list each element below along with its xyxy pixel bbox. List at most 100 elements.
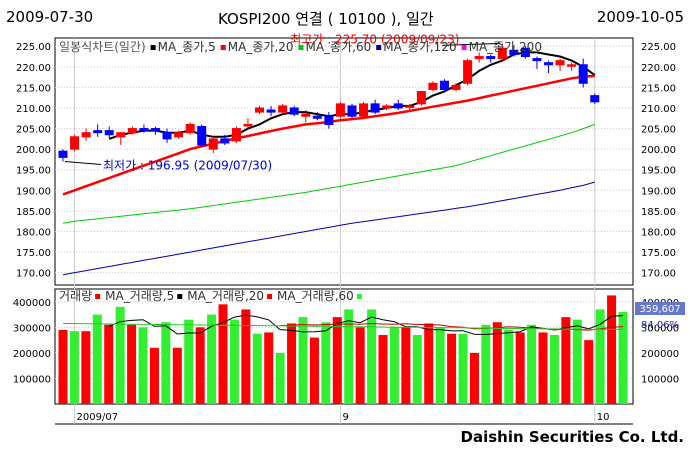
volume-bar <box>58 329 68 404</box>
volume-legend-item: MA_거래량,5 <box>105 289 174 303</box>
volume-bar <box>595 309 605 404</box>
volume-bar <box>458 333 468 404</box>
volume-bar <box>447 333 457 404</box>
price-tick-label-right: 200.00 <box>641 145 676 156</box>
volume-bar <box>561 317 571 404</box>
volume-bar <box>275 352 285 404</box>
candle-body <box>208 138 218 150</box>
candle-body <box>289 107 299 115</box>
candle-body <box>104 130 114 136</box>
price-legend-marker <box>461 45 467 50</box>
price-legend-marker <box>298 45 304 50</box>
candle-body <box>405 105 415 108</box>
volume-bar <box>104 324 114 404</box>
volume-bar <box>115 306 125 404</box>
candle-body <box>231 128 241 142</box>
volume-bar <box>492 322 502 404</box>
volume-bar <box>321 322 331 404</box>
volume-bar <box>515 332 525 404</box>
candle-body <box>312 115 322 119</box>
candle-body <box>127 128 137 134</box>
price-legend-item: MA_종가,60 <box>305 40 371 54</box>
volume-legend-marker <box>95 294 101 299</box>
price-tick-label-left: 195.00 <box>16 166 51 177</box>
volume-legend-item: MA_거래량,20 <box>187 289 264 303</box>
volume-bar <box>607 295 617 404</box>
price-tick-label-right: 175.00 <box>641 248 676 259</box>
candle-body <box>197 126 207 146</box>
candle-body <box>58 150 68 158</box>
price-tick-label-left: 170.00 <box>16 269 51 280</box>
end-date: 2009-10-05 <box>596 8 684 26</box>
candle-body <box>520 47 530 58</box>
price-legend-item: MA_종가,200 <box>469 40 542 54</box>
volume-bar <box>81 331 91 404</box>
volume-bar <box>207 314 217 404</box>
volume-bar <box>401 327 411 404</box>
x-tick-label: 2009/07 <box>77 412 119 423</box>
volume-bar <box>435 327 445 404</box>
volume-bar <box>367 309 377 404</box>
volume-bar <box>504 329 514 404</box>
volume-legend-marker <box>356 294 362 299</box>
volume-legend-marker <box>267 294 273 299</box>
volume-bar <box>298 317 308 404</box>
volume-bar <box>538 332 548 404</box>
price-tick-label-left: 215.00 <box>16 83 51 94</box>
volume-bar <box>309 337 319 404</box>
volume-ma60-line <box>63 323 623 330</box>
price-legend-marker <box>376 45 382 50</box>
last-volume-badge <box>635 302 685 315</box>
candle-body <box>81 132 91 138</box>
price-tick-label-right: 225.00 <box>641 42 676 53</box>
price-legend-item: MA_종가,20 <box>228 40 294 54</box>
volume-tick-label-right: 200000 <box>641 349 679 360</box>
volume-bar <box>241 309 251 404</box>
volume-bar <box>527 324 537 404</box>
min-price-label: 최저가 : 196.95 (2009/07/30) <box>103 159 272 173</box>
chart-title: KOSPI200 연결 ( 10100 ), 일간 <box>218 10 434 28</box>
candle-body <box>162 132 172 140</box>
price-tick-label-right: 220.00 <box>641 63 676 74</box>
volume-tick-label-left: 100000 <box>13 374 51 385</box>
price-tick-label-left: 180.00 <box>16 227 51 238</box>
candle-body <box>590 95 600 103</box>
candle-body <box>301 113 311 117</box>
price-tick-label-left: 175.00 <box>16 248 51 259</box>
volume-bar <box>252 333 262 404</box>
price-tick-label-left: 225.00 <box>16 42 51 53</box>
start-date: 2009-07-30 <box>6 8 94 26</box>
volume-bar <box>378 335 388 404</box>
price-tick-label-right: 180.00 <box>641 227 676 238</box>
volume-bar <box>184 319 194 404</box>
volume-tick-label-right: 100000 <box>641 374 679 385</box>
price-legend-item: MA_종가,120 <box>383 40 456 54</box>
candle-body <box>567 64 577 67</box>
volume-tick-label-right: 300000 <box>641 323 679 334</box>
volume-bar <box>572 319 582 404</box>
volume-tick-label-left: 400000 <box>13 298 51 309</box>
candle-body <box>243 123 253 127</box>
volume-tick-label-left: 200000 <box>13 349 51 360</box>
volume-bar <box>344 309 354 404</box>
candle-body <box>532 58 542 62</box>
price-panel <box>54 37 634 286</box>
candle-body <box>324 115 334 125</box>
candle-body <box>497 47 507 60</box>
volume-bar <box>332 317 342 404</box>
volume-legend-item: MA_거래량,60 <box>277 289 354 303</box>
price-ma60-line <box>62 123 595 224</box>
candle-body <box>174 132 184 138</box>
price-tick-label-left: 220.00 <box>16 63 51 74</box>
candle-body <box>116 132 126 138</box>
max-price-label: 최고가 : 225.70 (2009/09/23) <box>290 32 459 46</box>
volume-bar <box>264 332 274 404</box>
candle-body <box>150 128 160 132</box>
candle-body <box>544 62 554 66</box>
price-tick-label-right: 210.00 <box>641 104 676 115</box>
price-legend-item: MA_종가,5 <box>158 40 216 54</box>
min-arrow <box>64 161 102 165</box>
price-ma120-line <box>62 181 595 276</box>
